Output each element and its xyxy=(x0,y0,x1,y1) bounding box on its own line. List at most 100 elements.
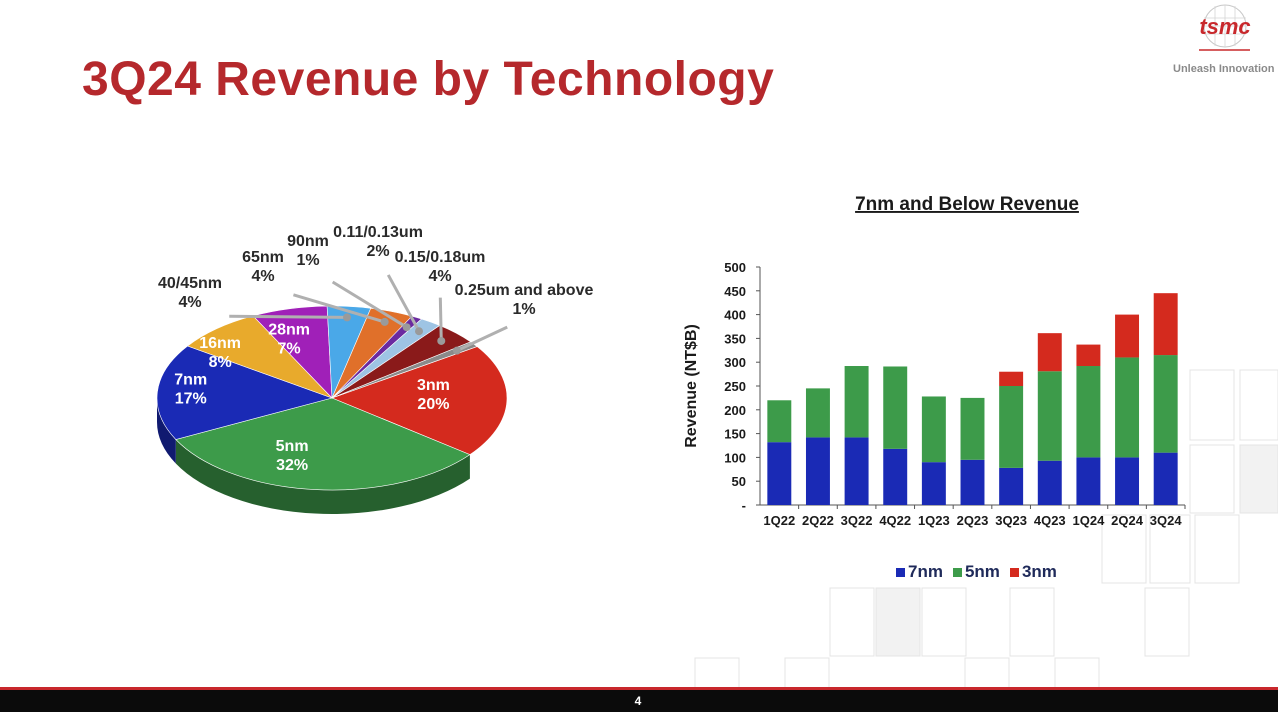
bar-7nm-1Q22 xyxy=(767,442,792,505)
tsmc-logo: tsmc xyxy=(1199,4,1251,51)
leader-line xyxy=(438,297,443,341)
legend-item-5nm: 5nm xyxy=(952,562,1000,582)
pie-slice-3nm xyxy=(331,346,508,455)
legend-label: 3nm xyxy=(1021,562,1057,581)
y-tick-label: 350 xyxy=(724,331,746,346)
bar-7nm-2Q23 xyxy=(960,459,985,505)
x-tick-label: 1Q23 xyxy=(918,513,950,528)
pie-label-name: 28nm xyxy=(268,321,310,338)
pie-side-5nm xyxy=(175,439,470,514)
bar-3nm-3Q24 xyxy=(1153,293,1178,356)
bar-5nm-1Q22 xyxy=(767,400,792,443)
technology-pie-chart: 3nm 20% 5nm 32% 7nm 17% 16nm 8% 28nm 7% 40/45nm 4% 6… xyxy=(156,224,593,514)
pie-slice-7nm xyxy=(156,345,334,440)
y-tick-label: 250 xyxy=(724,379,746,394)
y-tick-label: - xyxy=(742,498,746,513)
bar-7nm-1Q24 xyxy=(1076,457,1101,505)
leader-dot xyxy=(452,346,461,355)
pie-label-name: 5nm xyxy=(276,438,309,455)
legend-item-7nm: 7nm xyxy=(896,562,943,582)
y-tick-label: 400 xyxy=(724,308,746,323)
bar-7nm-1Q23 xyxy=(921,462,946,505)
pie-label-pct: 20% xyxy=(417,396,449,413)
pie-label-name: 65nm xyxy=(242,249,284,266)
pie-label-pct: 17% xyxy=(175,390,207,407)
pie-label-name: 7nm xyxy=(174,371,207,388)
pie-top xyxy=(156,305,508,491)
y-axis-label: Revenue (NT$B) xyxy=(683,324,700,448)
pie-labels: 3nm 20% 5nm 32% 7nm 17% 16nm 8% 28nm 7% 40/45nm 4% 6… xyxy=(158,224,593,474)
bar-7nm-3Q24 xyxy=(1153,452,1178,505)
bar-3nm-2Q24 xyxy=(1115,314,1140,358)
bar-7nm-4Q22 xyxy=(883,448,908,505)
y-tick-label: 50 xyxy=(732,474,746,489)
pie-slice-5nm xyxy=(175,397,471,491)
pie-label-pct: 7% xyxy=(278,340,301,357)
x-tick-label: 3Q24 xyxy=(1150,513,1183,528)
tagline: Unleash Innovation xyxy=(1173,63,1275,75)
pie-label-pct: 2% xyxy=(366,243,389,260)
pie-label-pct: 4% xyxy=(178,294,201,311)
pie-label-name: 3nm xyxy=(417,377,450,394)
bar-5nm-3Q22 xyxy=(844,366,869,438)
pie-label-pct: 1% xyxy=(296,252,319,269)
pie-label-pct: 4% xyxy=(428,268,451,285)
x-tick-label: 2Q22 xyxy=(802,513,834,528)
bar-5nm-3Q24 xyxy=(1153,355,1178,453)
bar-5nm-4Q23 xyxy=(1037,371,1062,461)
pie-label-pct: 8% xyxy=(209,354,232,371)
pie-label-name: 16nm xyxy=(199,335,241,352)
leader-line xyxy=(386,274,421,332)
x-tick-label: 2Q23 xyxy=(957,513,989,528)
bar-3nm-3Q23 xyxy=(999,371,1024,386)
legend-swatch xyxy=(1009,567,1019,577)
leader-line xyxy=(292,293,386,324)
revenue-bar-chart: 7nm and Below Revenue Revenue (NT$B) - 50 10… xyxy=(683,194,1186,528)
page-title: 3Q24 Revenue by Technology xyxy=(82,53,775,106)
bar-7nm-4Q23 xyxy=(1037,460,1062,505)
legend-label: 7nm xyxy=(908,562,943,581)
leader-line xyxy=(456,325,508,353)
bar-3nm-4Q23 xyxy=(1037,333,1062,372)
leader-dot xyxy=(402,323,411,332)
bar-3nm-1Q24 xyxy=(1076,344,1101,367)
pie-label-name: 90nm xyxy=(287,233,329,250)
bar-5nm-4Q22 xyxy=(883,366,908,449)
pie-label-name: 0.11/0.13um xyxy=(333,224,423,241)
footer-bar xyxy=(0,687,1278,712)
y-tick-label: 150 xyxy=(724,427,746,442)
legend-swatch xyxy=(952,567,962,577)
x-tick-label: 4Q23 xyxy=(1034,513,1066,528)
bar-5nm-2Q24 xyxy=(1115,357,1140,458)
leader-line xyxy=(229,314,348,319)
bar-5nm-1Q24 xyxy=(1076,366,1101,458)
leader-dot xyxy=(343,313,352,322)
y-tick-label: 500 xyxy=(724,260,746,275)
pie-label-pct: 1% xyxy=(512,301,535,318)
page-number: 4 xyxy=(634,694,642,708)
y-tick-label: 200 xyxy=(724,403,746,418)
legend-label: 5nm xyxy=(964,562,1000,581)
x-tick-label: 3Q23 xyxy=(995,513,1027,528)
leader-dot xyxy=(437,336,446,345)
pie-side-7nm xyxy=(157,398,176,464)
bar-7nm-3Q23 xyxy=(999,467,1024,505)
legend-item-3nm: 3nm xyxy=(1009,562,1057,582)
pie-label-pct: 32% xyxy=(276,457,308,474)
bar-5nm-2Q23 xyxy=(960,397,985,460)
pie-label-name: 0.25um and above xyxy=(455,282,594,299)
x-tick-label: 2Q24 xyxy=(1111,513,1144,528)
bar-5nm-3Q23 xyxy=(999,386,1024,468)
bar-7nm-2Q24 xyxy=(1115,457,1140,505)
pie-sides xyxy=(157,398,470,514)
leader-line xyxy=(331,280,408,329)
bar-5nm-2Q22 xyxy=(805,388,830,438)
bar-7nm-3Q22 xyxy=(844,437,869,505)
x-tick-label: 1Q24 xyxy=(1073,513,1106,528)
pie-label-pct: 4% xyxy=(251,268,274,285)
logo-text: tsmc xyxy=(1199,14,1250,39)
x-tick-label: 1Q22 xyxy=(763,513,795,528)
y-tick-label: 300 xyxy=(724,355,746,370)
y-tick-label: 450 xyxy=(724,284,746,299)
bar-5nm-1Q23 xyxy=(921,396,946,463)
